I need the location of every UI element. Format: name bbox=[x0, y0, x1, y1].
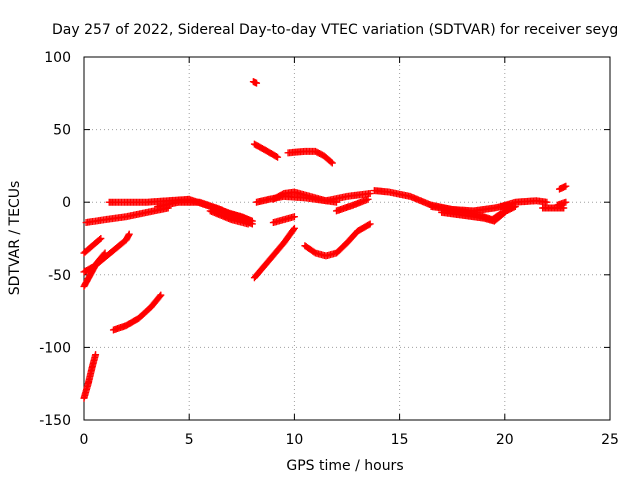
data-point bbox=[290, 226, 298, 234]
y-tick-label: -150 bbox=[39, 413, 71, 429]
x-tick-label: 5 bbox=[185, 432, 194, 448]
data-point bbox=[562, 198, 570, 206]
x-tick-label: 0 bbox=[80, 432, 89, 448]
data-point bbox=[253, 79, 261, 87]
series-arc-k bbox=[249, 78, 261, 87]
x-axis-title: GPS time / hours bbox=[286, 458, 403, 474]
series-arc-q bbox=[284, 147, 336, 167]
data-point bbox=[290, 213, 298, 221]
series-arc-m bbox=[250, 224, 298, 282]
data-point bbox=[562, 182, 570, 190]
chart-title: Day 257 of 2022, Sidereal Day-to-day VTE… bbox=[52, 22, 618, 38]
data-point bbox=[96, 236, 104, 244]
series-arc-v bbox=[438, 208, 509, 225]
data-point bbox=[97, 235, 105, 242]
data-point bbox=[332, 198, 340, 206]
data-point bbox=[501, 208, 509, 216]
data-point bbox=[500, 209, 508, 217]
data-point bbox=[327, 158, 335, 166]
data-point bbox=[366, 189, 374, 197]
plot-frame bbox=[83, 56, 611, 421]
data-point bbox=[560, 204, 568, 212]
data-point bbox=[248, 217, 256, 225]
data-point bbox=[274, 153, 282, 161]
data-point bbox=[157, 291, 165, 299]
series-arc-c bbox=[80, 230, 133, 276]
gridlines bbox=[84, 57, 610, 420]
series-arc-r bbox=[301, 220, 374, 260]
series-arc-d bbox=[80, 235, 105, 257]
series-arc-a bbox=[80, 351, 100, 402]
x-tick-label: 15 bbox=[391, 432, 409, 448]
data-point bbox=[328, 159, 336, 167]
x-tick-label: 20 bbox=[496, 432, 514, 448]
data-point bbox=[290, 224, 298, 232]
y-tick-label: -50 bbox=[48, 268, 71, 284]
series-arc-o bbox=[269, 188, 340, 206]
data-point bbox=[125, 230, 133, 238]
data-point bbox=[92, 351, 100, 359]
data-points bbox=[80, 78, 570, 402]
series-arc-f bbox=[109, 291, 165, 334]
x-tick-label: 25 bbox=[601, 432, 619, 448]
series-arc-l bbox=[250, 140, 282, 161]
y-tick-label: -100 bbox=[39, 340, 71, 356]
data-point bbox=[366, 220, 374, 228]
data-point bbox=[364, 195, 372, 203]
y-tick-label: 0 bbox=[62, 195, 71, 211]
data-point bbox=[272, 152, 280, 160]
series-arc-s bbox=[332, 195, 372, 215]
series-arc-w bbox=[497, 197, 551, 211]
axis-ticks bbox=[83, 56, 611, 421]
y-tick-label: 50 bbox=[53, 123, 71, 139]
data-point bbox=[156, 292, 164, 300]
series-arc-y bbox=[553, 198, 570, 209]
data-point bbox=[365, 221, 373, 229]
series-arc-j bbox=[227, 210, 256, 225]
y-tick-label: 100 bbox=[44, 50, 71, 66]
y-axis-title: SDTVAR / TECUs bbox=[7, 181, 23, 296]
tick-labels: 0 5 10 15 20 25 -150 -100 -50 0 50 100 bbox=[39, 50, 619, 448]
x-tick-label: 10 bbox=[285, 432, 303, 448]
series-arc-z bbox=[556, 182, 570, 193]
series-arc-p bbox=[269, 213, 298, 227]
